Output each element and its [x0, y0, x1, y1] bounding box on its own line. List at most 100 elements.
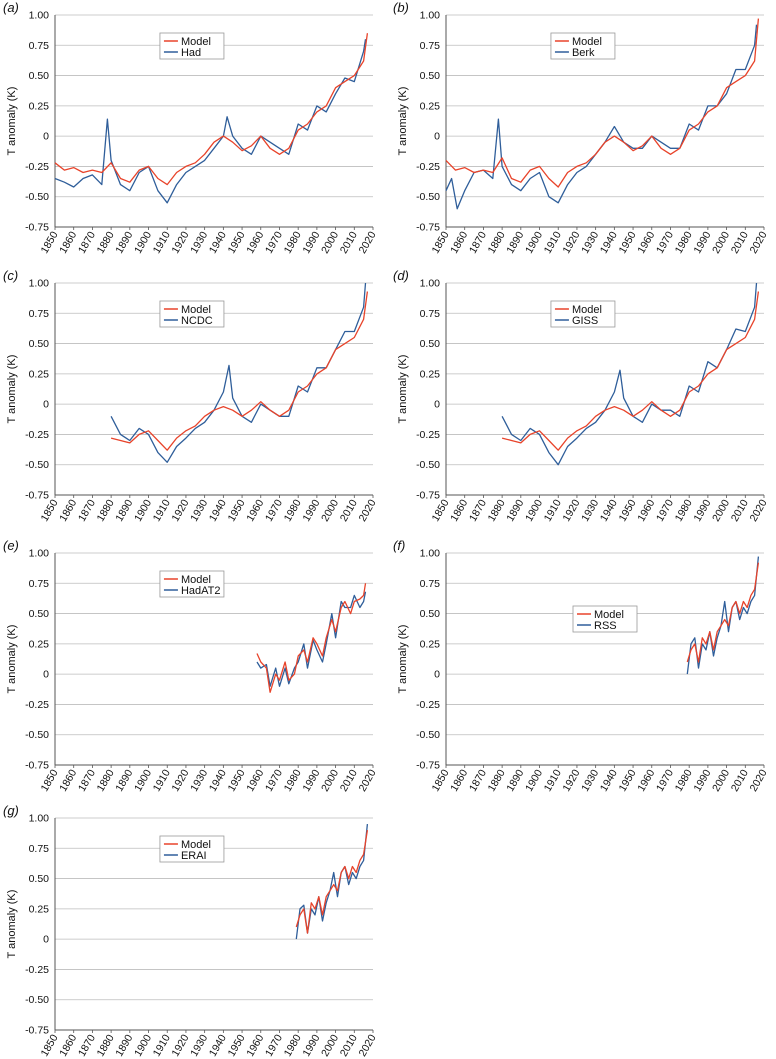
chart-panel-2: 1.000.750.500.250-0.25-0.50-0.7518501860…: [393, 0, 770, 256]
y-tick-label: 0.25: [29, 903, 50, 915]
x-tick-label: 1910: [151, 1032, 173, 1058]
y-tick-label: 1.00: [29, 278, 50, 290]
x-tick-label: 1990: [300, 229, 322, 255]
y-tick-label: 0.50: [420, 70, 441, 82]
x-tick-label: 2020: [748, 497, 770, 523]
x-tick-label: 1950: [226, 229, 248, 255]
x-tick-label: 1900: [523, 497, 545, 523]
legend-entry: ERAI: [181, 850, 207, 862]
y-tick-label: -0.75: [25, 222, 49, 234]
x-tick-label: 1860: [57, 229, 79, 255]
y-tick-label: 0.25: [420, 638, 441, 650]
y-tick-label: 0.75: [420, 308, 441, 320]
x-tick-label: 2020: [748, 229, 770, 255]
x-tick-label: 2010: [729, 229, 751, 255]
x-tick-label: 1980: [282, 229, 304, 255]
x-tick-label: 1920: [169, 1032, 191, 1058]
x-tick-label: 1870: [76, 497, 98, 523]
x-tick-label: 1880: [486, 229, 508, 255]
x-tick-label: 1890: [504, 497, 526, 523]
y-tick-label: -0.50: [25, 729, 49, 741]
x-tick-label: 1890: [504, 767, 526, 793]
series-line-ncdc: [110, 282, 367, 463]
legend-entry: Model: [181, 574, 211, 586]
x-tick-label: 1890: [504, 229, 526, 255]
y-tick-label: 1.00: [420, 548, 441, 560]
x-tick-label: 1970: [654, 767, 676, 793]
series-line-model: [686, 562, 760, 663]
legend-entry: HadAT2: [181, 585, 221, 597]
x-tick-label: 2000: [319, 229, 341, 255]
legend-box: [159, 835, 225, 863]
y-tick-label: -0.25: [416, 161, 440, 173]
x-tick-label: 1900: [132, 497, 154, 523]
chart-panel-3: 1.000.750.500.250-0.25-0.50-0.7518501860…: [3, 268, 379, 524]
x-tick-label: 1940: [207, 767, 229, 793]
x-tick-label: 1930: [579, 229, 601, 255]
x-tick-label: 1930: [188, 497, 210, 523]
chart-panel-7: 1.000.750.500.250-0.25-0.50-0.7518501860…: [3, 803, 379, 1059]
legend-entry: Model: [181, 36, 211, 48]
y-tick-label: -0.25: [25, 429, 49, 441]
x-tick-label: 2000: [710, 497, 732, 523]
y-tick-label: 0: [434, 399, 440, 411]
y-tick-label: 0.50: [29, 873, 50, 885]
x-tick-label: 2010: [729, 497, 751, 523]
y-axis-label: T anomaly (K): [6, 87, 18, 156]
chart-panel-6: 1.000.750.500.250-0.25-0.50-0.7518501860…: [393, 538, 770, 794]
x-tick-label: 2010: [338, 1032, 360, 1058]
x-tick-label: 1900: [523, 229, 545, 255]
x-tick-label: 1880: [95, 497, 117, 523]
y-tick-label: 0.25: [420, 368, 441, 380]
series-line-had: [54, 39, 367, 204]
x-tick-label: 2010: [729, 767, 751, 793]
x-tick-label: 1970: [654, 497, 676, 523]
y-tick-label: -0.50: [416, 729, 440, 741]
y-tick-label: 0: [43, 399, 49, 411]
x-tick-label: 1860: [448, 229, 470, 255]
x-tick-label: 1980: [673, 497, 695, 523]
y-axis-label: T anomaly (K): [6, 355, 18, 424]
x-tick-label: 2010: [338, 229, 360, 255]
x-tick-label: 1890: [113, 1032, 135, 1058]
x-tick-label: 2020: [357, 229, 379, 255]
x-tick-label: 1990: [691, 229, 713, 255]
y-tick-label: 0.25: [29, 638, 50, 650]
x-tick-label: 1960: [244, 497, 266, 523]
x-tick-label: 2000: [710, 767, 732, 793]
y-tick-label: 1.00: [420, 278, 441, 290]
y-axis-label: T anomaly (K): [6, 890, 18, 959]
y-tick-label: 0: [434, 131, 440, 143]
series-line-erai: [295, 824, 369, 940]
x-tick-label: 1920: [560, 497, 582, 523]
x-tick-label: 1990: [691, 497, 713, 523]
x-tick-label: 1950: [226, 497, 248, 523]
x-tick-label: 1900: [132, 767, 154, 793]
legend-entry: Model: [594, 609, 624, 621]
chart-panel-4: 1.000.750.500.250-0.25-0.50-0.7518501860…: [393, 268, 770, 524]
x-tick-label: 1970: [263, 1032, 285, 1058]
x-tick-label: 2000: [710, 229, 732, 255]
y-tick-label: -0.50: [416, 191, 440, 203]
x-tick-label: 1890: [113, 229, 135, 255]
series-line-model: [256, 583, 367, 693]
x-tick-label: 1910: [542, 229, 564, 255]
y-axis-label: T anomaly (K): [397, 355, 409, 424]
x-tick-label: 1900: [132, 229, 154, 255]
y-tick-label: -0.25: [25, 964, 49, 976]
x-tick-label: 1920: [169, 229, 191, 255]
x-tick-label: 1980: [282, 1032, 304, 1058]
x-tick-label: 1910: [151, 497, 173, 523]
x-tick-label: 2020: [357, 1032, 379, 1058]
x-tick-label: 1860: [448, 767, 470, 793]
x-tick-label: 1960: [244, 767, 266, 793]
x-tick-label: 1880: [95, 1032, 117, 1058]
x-tick-label: 1930: [579, 497, 601, 523]
y-tick-label: 0.50: [420, 608, 441, 620]
y-tick-label: 0.25: [420, 100, 441, 112]
y-tick-label: 0.75: [420, 578, 441, 590]
x-tick-label: 1940: [598, 767, 620, 793]
x-tick-label: 1870: [467, 767, 489, 793]
